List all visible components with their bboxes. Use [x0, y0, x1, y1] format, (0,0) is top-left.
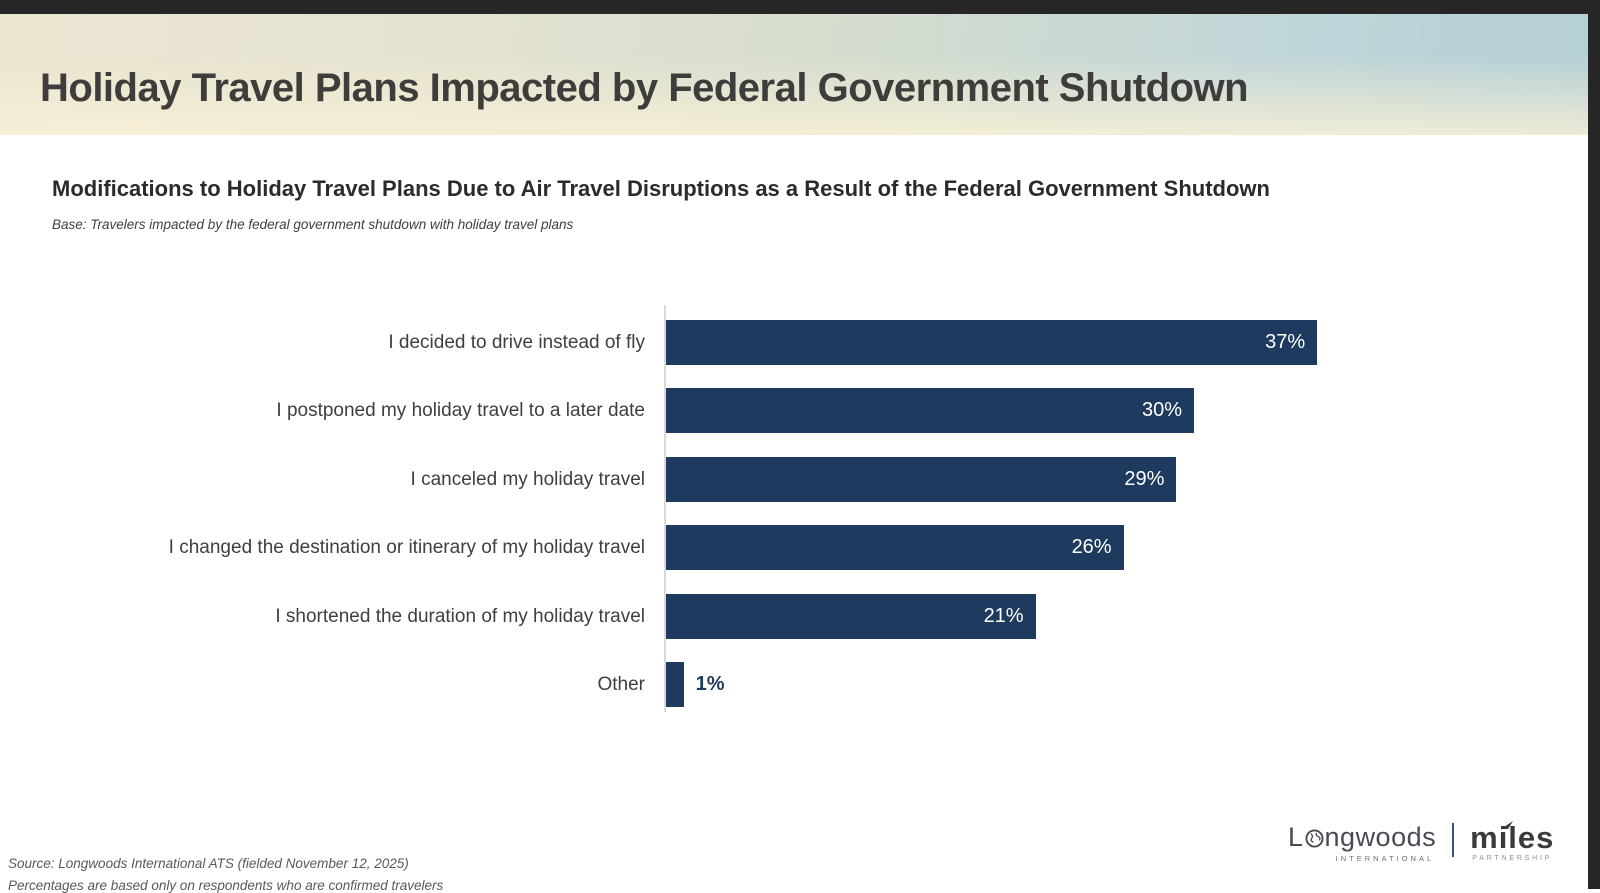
- bar: 29%: [666, 456, 1177, 502]
- value-label: 29%: [1124, 467, 1165, 490]
- logo-divider: [1452, 822, 1455, 857]
- plane-accent-icon: [1501, 816, 1514, 829]
- bar: 21%: [666, 593, 1036, 639]
- slide-header-banner: Holiday Travel Plans Impacted by Federal…: [0, 14, 1588, 135]
- bar-row: I changed the destination or itinerary o…: [0, 525, 1588, 571]
- longwoods-wordmark: L ngwoods: [1288, 822, 1436, 853]
- longwoods-logo: L ngwoods INTERNATIONAL: [1288, 822, 1436, 863]
- longwoods-wordmark-part2: ngwoods: [1324, 822, 1437, 852]
- bar-row: I canceled my holiday travel 29%: [0, 456, 1588, 502]
- category-label: I shortened the duration of my holiday t…: [275, 605, 645, 627]
- slide-right-border: [1588, 0, 1600, 889]
- bar-row: I shortened the duration of my holiday t…: [0, 593, 1588, 639]
- miles-wordmark: miles: [1470, 820, 1555, 855]
- miles-logo: miles PARTNERSHIP: [1470, 820, 1555, 862]
- globe-icon: [1305, 824, 1324, 848]
- bar: [666, 662, 684, 707]
- category-label: Other: [597, 674, 645, 695]
- bar-chart: I decided to drive instead of fly 37% I po…: [0, 305, 1588, 712]
- bar: 26%: [666, 525, 1124, 571]
- bar-row: Other 1%: [0, 662, 1588, 707]
- category-label: I canceled my holiday travel: [410, 468, 645, 490]
- footnote: Percentages are based only on respondent…: [8, 878, 444, 893]
- value-label: 1%: [695, 673, 725, 695]
- footer-logos: L ngwoods INTERNATIONAL miles PARTNERSHI…: [1288, 820, 1555, 863]
- slide-top-border: [0, 0, 1600, 14]
- longwoods-subtitle: INTERNATIONAL: [1335, 854, 1435, 863]
- source-note: Source: Longwoods International ATS (fie…: [8, 856, 409, 871]
- bar-row: I decided to drive instead of fly 37%: [0, 320, 1588, 365]
- value-label: 37%: [1265, 331, 1306, 353]
- chart-base-note: Base: Travelers impacted by the federal …: [52, 217, 574, 232]
- bar-row: I postponed my holiday travel to a later…: [0, 388, 1588, 434]
- chart-title: Modifications to Holiday Travel Plans Du…: [52, 176, 1270, 201]
- value-label: 30%: [1141, 399, 1182, 422]
- value-label: 26%: [1071, 536, 1112, 559]
- bar: 37%: [666, 320, 1318, 365]
- bar: 30%: [666, 388, 1194, 434]
- page-title: Holiday Travel Plans Impacted by Federal…: [40, 66, 1249, 110]
- category-label: I decided to drive instead of fly: [388, 332, 645, 353]
- value-label: 21%: [983, 604, 1024, 627]
- y-axis-line: [664, 305, 666, 712]
- category-label: I changed the destination or itinerary o…: [168, 537, 645, 559]
- miles-subtitle: PARTNERSHIP: [1472, 855, 1553, 862]
- category-label: I postponed my holiday travel to a later…: [276, 400, 645, 422]
- longwoods-wordmark-part1: L: [1288, 822, 1304, 852]
